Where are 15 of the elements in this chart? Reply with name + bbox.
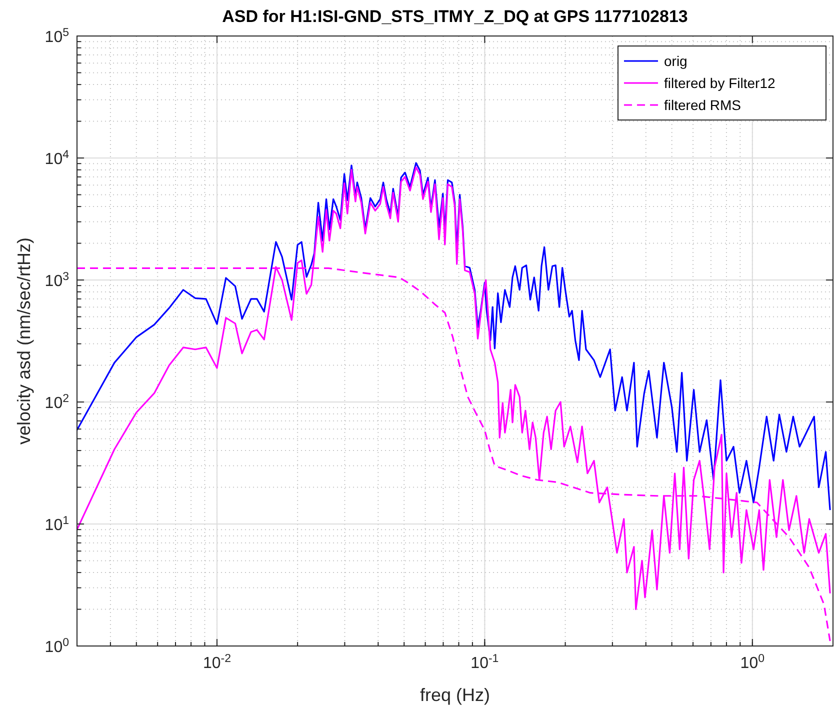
y-tick-label: 10$^{1}$	[44, 515, 69, 534]
y-tick-label: 10$^{3}$	[44, 271, 69, 290]
y-tick-label: 10$^{5}$	[44, 27, 69, 46]
x-tick-label: 10$^{0}$	[740, 653, 765, 672]
x-axis-title: freq (Hz)	[420, 685, 490, 705]
x-tick-label: 10$^{-1}$	[470, 653, 499, 672]
y-tick-label: 10$^{4}$	[44, 149, 70, 168]
x-tick-label: 10$^{-2}$	[202, 653, 232, 672]
y-axis-title: velocity asd (nm/sec/rtHz)	[14, 237, 34, 445]
legend-label: filtered by Filter12	[664, 75, 776, 91]
y-tick-label: 10$^{0}$	[44, 637, 69, 656]
y-tick-label: 10$^{2}$	[44, 393, 69, 412]
legend-label: filtered RMS	[664, 97, 742, 113]
chart-title: ASD for H1:ISI-GND_STS_ITMY_Z_DQ at GPS 1177102813	[222, 7, 688, 26]
legend-label: orig	[664, 53, 688, 69]
